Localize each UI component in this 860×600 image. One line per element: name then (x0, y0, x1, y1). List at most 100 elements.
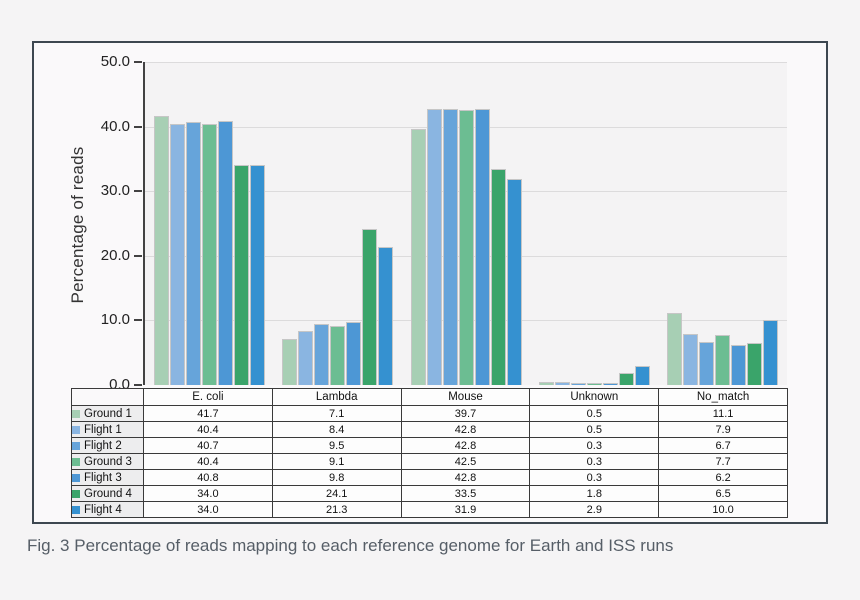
table-row: Flight 1 40.4 8.4 42.8 0.5 7.9 (71, 421, 788, 438)
legend-label: Flight 4 (84, 503, 122, 516)
value-cell: 7.1 (271, 405, 402, 422)
legend-swatch (72, 409, 80, 418)
value-cell: 0.5 (529, 405, 660, 422)
bar (314, 324, 330, 385)
y-tick-mark (134, 190, 142, 193)
y-tick-mark (134, 384, 142, 386)
y-tick-label: 30.0 (100, 182, 130, 200)
figure-panel: Percentage of reads 0.0 10.0 20.0 30.0 40.0 5… (32, 41, 828, 524)
legend-swatch (72, 441, 80, 450)
category-header: E. coli (143, 388, 273, 406)
table-row: Flight 2 40.7 9.5 42.8 0.3 6.7 (71, 437, 788, 454)
legend-label: Flight 2 (84, 439, 122, 452)
value-cell: 7.9 (658, 421, 788, 438)
category-header: Mouse (400, 388, 531, 406)
legend-label: Flight 3 (84, 471, 122, 484)
bar-group-mouse (402, 62, 530, 385)
y-tick-label: 50.0 (100, 53, 130, 70)
bar (474, 109, 490, 385)
value-cell: 40.4 (143, 453, 273, 470)
bar (618, 373, 634, 385)
table-row: Ground 3 40.4 9.1 42.5 0.3 7.7 (71, 453, 788, 470)
legend-swatch (72, 505, 80, 514)
value-cell: 1.8 (529, 485, 660, 502)
bar (570, 383, 586, 385)
value-cell: 41.7 (143, 405, 273, 422)
legend-label: Ground 3 (84, 455, 132, 468)
legend-swatch (72, 457, 80, 466)
legend-cell-ground-1: Ground 1 (71, 405, 144, 422)
value-cell: 40.8 (143, 469, 273, 486)
legend-cell-flight-3: Flight 3 (71, 469, 144, 486)
bar (217, 121, 233, 385)
bar (378, 247, 394, 385)
value-cell: 6.7 (658, 437, 788, 454)
y-axis-title: Percentage of reads (68, 146, 87, 304)
value-cell: 9.1 (271, 453, 402, 470)
value-cell: 31.9 (400, 501, 531, 518)
bar-group-no-match (659, 62, 787, 385)
bar (747, 343, 763, 385)
bar (249, 165, 265, 385)
legend-label: Ground 1 (84, 407, 132, 420)
value-cell: 9.8 (271, 469, 402, 486)
bar (554, 382, 570, 385)
legend-cell-flight-2: Flight 2 (71, 437, 144, 454)
value-cell: 42.8 (400, 437, 531, 454)
value-cell: 6.5 (658, 485, 788, 502)
plot-area (143, 62, 787, 385)
bar-group-e-coli (145, 62, 273, 385)
y-tick-mark (134, 125, 142, 128)
table-header-row: E. coli Lambda Mouse Unknown No_match (71, 388, 788, 406)
value-cell: 8.4 (271, 421, 402, 438)
value-cell: 42.5 (400, 453, 531, 470)
value-cell: 21.3 (271, 501, 402, 518)
y-tick-mark (134, 319, 142, 322)
bar (731, 345, 747, 385)
value-cell: 7.7 (658, 453, 788, 470)
bar (602, 383, 618, 385)
value-cell: 24.1 (271, 485, 402, 502)
legend-cell-flight-4: Flight 4 (71, 501, 144, 518)
bar (169, 124, 185, 385)
table-corner-blank (71, 388, 144, 406)
table-row: Ground 1 41.7 7.1 39.7 0.5 11.1 (71, 405, 788, 422)
y-tick-label: 20.0 (100, 246, 130, 264)
gridline (145, 62, 787, 63)
bar-groups (145, 62, 787, 385)
legend-label: Ground 4 (84, 487, 132, 500)
value-cell: 0.3 (529, 437, 660, 454)
bar (201, 124, 217, 385)
bar (410, 129, 426, 385)
legend-cell-flight-1: Flight 1 (71, 421, 144, 438)
bar (763, 320, 779, 385)
value-cell: 42.8 (400, 421, 531, 438)
value-cell: 2.9 (529, 501, 660, 518)
bar (153, 116, 169, 385)
bar (233, 165, 249, 385)
bar (426, 109, 442, 385)
value-cell: 39.7 (400, 405, 531, 422)
table-row: Flight 3 40.8 9.8 42.8 0.3 6.2 (71, 469, 788, 486)
table-row: Flight 4 34.0 21.3 31.9 2.9 10.0 (71, 501, 788, 518)
value-cell: 42.8 (400, 469, 531, 486)
legend-swatch (72, 489, 80, 498)
value-cell: 0.3 (529, 453, 660, 470)
category-header: Lambda (271, 388, 402, 406)
legend-cell-ground-4: Ground 4 (71, 485, 144, 502)
figure-caption: Fig. 3 Percentage of reads mapping to ea… (27, 536, 674, 555)
y-tick-mark (134, 61, 142, 63)
table-row: Ground 4 34.0 24.1 33.5 1.8 6.5 (71, 485, 788, 502)
bar (538, 382, 554, 385)
bar (185, 122, 201, 385)
y-tick-mark (134, 254, 142, 257)
bar (282, 339, 298, 385)
value-cell: 40.4 (143, 421, 273, 438)
y-tick-label: 40.0 (100, 117, 130, 135)
category-header: No_match (658, 388, 788, 406)
bar (298, 331, 314, 385)
bar (683, 334, 699, 385)
bar-group-unknown (530, 62, 658, 385)
legend-cell-ground-3: Ground 3 (71, 453, 144, 470)
bar (362, 229, 378, 385)
